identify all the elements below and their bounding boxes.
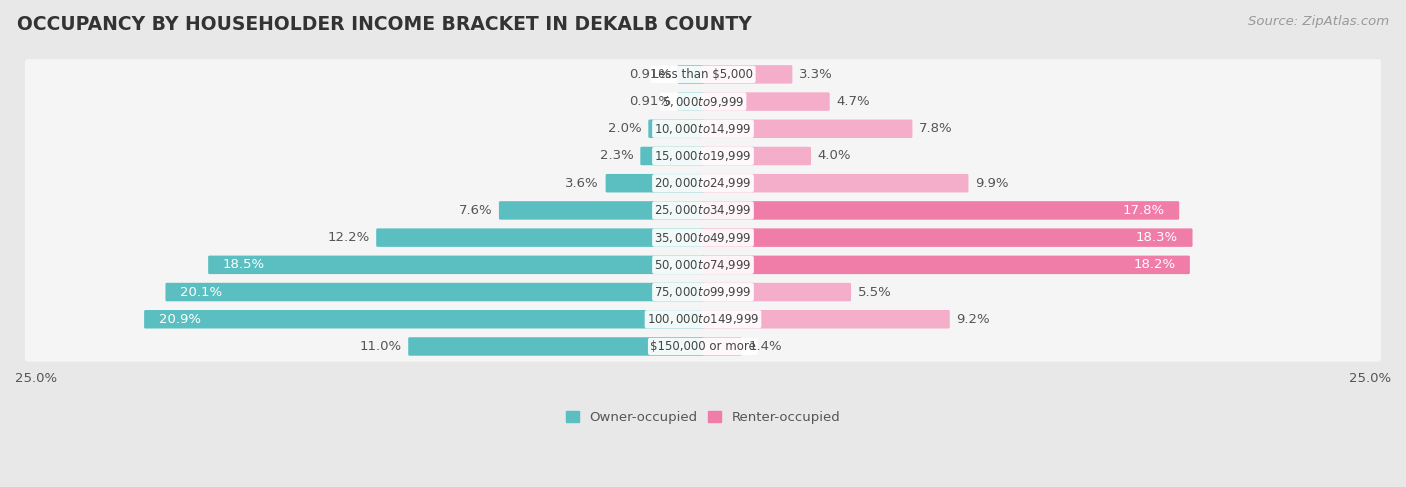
Text: Source: ZipAtlas.com: Source: ZipAtlas.com — [1249, 15, 1389, 28]
Text: 4.7%: 4.7% — [837, 95, 870, 108]
Text: $100,000 to $149,999: $100,000 to $149,999 — [647, 312, 759, 326]
Text: 18.2%: 18.2% — [1133, 258, 1175, 271]
FancyBboxPatch shape — [25, 304, 1381, 335]
Text: 18.5%: 18.5% — [222, 258, 264, 271]
FancyBboxPatch shape — [143, 310, 704, 329]
Text: 2.0%: 2.0% — [607, 122, 641, 135]
Text: $20,000 to $24,999: $20,000 to $24,999 — [654, 176, 752, 190]
FancyBboxPatch shape — [25, 86, 1381, 117]
FancyBboxPatch shape — [25, 113, 1381, 144]
FancyBboxPatch shape — [25, 59, 1381, 90]
Text: 4.0%: 4.0% — [818, 150, 851, 163]
FancyBboxPatch shape — [640, 147, 704, 165]
FancyBboxPatch shape — [678, 93, 704, 111]
Text: 20.1%: 20.1% — [180, 285, 222, 299]
Text: 5.5%: 5.5% — [858, 285, 891, 299]
Text: 3.3%: 3.3% — [799, 68, 832, 81]
FancyBboxPatch shape — [702, 147, 811, 165]
FancyBboxPatch shape — [702, 228, 1192, 247]
FancyBboxPatch shape — [702, 201, 1180, 220]
FancyBboxPatch shape — [702, 65, 793, 84]
FancyBboxPatch shape — [166, 283, 704, 301]
FancyBboxPatch shape — [25, 223, 1381, 253]
FancyBboxPatch shape — [377, 228, 704, 247]
Text: 12.2%: 12.2% — [328, 231, 370, 244]
Text: $75,000 to $99,999: $75,000 to $99,999 — [654, 285, 752, 299]
FancyBboxPatch shape — [702, 310, 950, 329]
Text: 9.2%: 9.2% — [956, 313, 990, 326]
FancyBboxPatch shape — [25, 141, 1381, 171]
FancyBboxPatch shape — [606, 174, 704, 192]
Text: $25,000 to $34,999: $25,000 to $34,999 — [654, 204, 752, 217]
FancyBboxPatch shape — [25, 331, 1381, 362]
Text: $150,000 or more: $150,000 or more — [650, 340, 756, 353]
Text: 20.9%: 20.9% — [159, 313, 201, 326]
Text: 7.8%: 7.8% — [920, 122, 953, 135]
Text: 7.6%: 7.6% — [458, 204, 492, 217]
Text: 9.9%: 9.9% — [976, 177, 1008, 190]
Text: $5,000 to $9,999: $5,000 to $9,999 — [662, 94, 744, 109]
FancyBboxPatch shape — [702, 283, 851, 301]
Text: $50,000 to $74,999: $50,000 to $74,999 — [654, 258, 752, 272]
FancyBboxPatch shape — [702, 256, 1189, 274]
FancyBboxPatch shape — [702, 93, 830, 111]
FancyBboxPatch shape — [678, 65, 704, 84]
Legend: Owner-occupied, Renter-occupied: Owner-occupied, Renter-occupied — [560, 406, 846, 429]
FancyBboxPatch shape — [499, 201, 704, 220]
FancyBboxPatch shape — [702, 119, 912, 138]
Text: 2.3%: 2.3% — [600, 150, 634, 163]
FancyBboxPatch shape — [648, 119, 704, 138]
FancyBboxPatch shape — [208, 256, 704, 274]
Text: Less than $5,000: Less than $5,000 — [652, 68, 754, 81]
Text: 17.8%: 17.8% — [1122, 204, 1164, 217]
FancyBboxPatch shape — [702, 337, 742, 356]
FancyBboxPatch shape — [25, 250, 1381, 280]
FancyBboxPatch shape — [25, 195, 1381, 225]
Text: 3.6%: 3.6% — [565, 177, 599, 190]
FancyBboxPatch shape — [408, 337, 704, 356]
Text: 18.3%: 18.3% — [1136, 231, 1178, 244]
Text: 11.0%: 11.0% — [360, 340, 402, 353]
Text: $15,000 to $19,999: $15,000 to $19,999 — [654, 149, 752, 163]
Text: 0.91%: 0.91% — [628, 95, 671, 108]
FancyBboxPatch shape — [25, 168, 1381, 198]
Text: $35,000 to $49,999: $35,000 to $49,999 — [654, 231, 752, 244]
Text: 0.91%: 0.91% — [628, 68, 671, 81]
Text: $10,000 to $14,999: $10,000 to $14,999 — [654, 122, 752, 136]
Text: 1.4%: 1.4% — [748, 340, 782, 353]
FancyBboxPatch shape — [25, 277, 1381, 307]
Text: OCCUPANCY BY HOUSEHOLDER INCOME BRACKET IN DEKALB COUNTY: OCCUPANCY BY HOUSEHOLDER INCOME BRACKET … — [17, 15, 752, 34]
FancyBboxPatch shape — [702, 174, 969, 192]
